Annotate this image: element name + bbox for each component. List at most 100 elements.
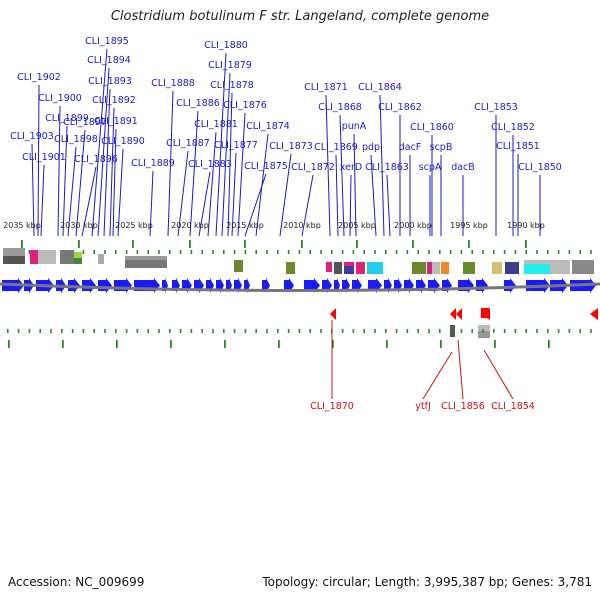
gene-label-cli-1874[interactable]: CLI_1874 (246, 121, 290, 132)
gene-label-ytfj[interactable]: ytfJ (415, 401, 431, 412)
forward-gene-labels: CLI_1903 CLI_1902 CLI_1901 CLI_1900 CLI_1899… (10, 36, 562, 237)
feature-block (367, 262, 383, 274)
gene-label-cli-1877[interactable]: CLI_1877 (214, 140, 258, 151)
gene-label-cli-1903[interactable]: CLI_1903 (10, 131, 54, 142)
gene-label-dacf[interactable]: dacF (399, 142, 422, 153)
minor-tick (320, 250, 322, 254)
forward-gene-arrow[interactable] (442, 278, 452, 293)
gene-label-pdp[interactable]: pdp (362, 142, 380, 153)
forward-gene-arrow[interactable] (504, 278, 516, 293)
minor-tick (287, 250, 290, 254)
feature-block (344, 262, 354, 274)
gene-label-cli-1870[interactable]: CLI_1870 (310, 401, 354, 412)
gene-label-cli-1890[interactable]: CLI_1890 (101, 136, 145, 147)
gene-label-cli-1860[interactable]: CLI_1860 (410, 122, 454, 133)
gene-label-cli-1898[interactable]: CLI_1898 (54, 134, 98, 145)
minor-tick (233, 250, 236, 254)
lower-major-tick (8, 340, 10, 348)
leader-line-cli-1899 (62, 125, 68, 237)
lower-tick-track (7, 329, 592, 348)
lower-minor-tick (17, 329, 20, 333)
gene-label-cli-1892[interactable]: CLI_1892 (92, 95, 136, 106)
topology-summary: Topology: circular; Length: 3,995,387 bp… (262, 575, 592, 589)
gene-label-cli-1863[interactable]: CLI_1863 (365, 162, 409, 173)
gene-label-cli-1869[interactable]: CLI_1869 (314, 142, 358, 153)
gene-label-cli-1862[interactable]: CLI_1862 (378, 102, 422, 113)
gene-label-cli-1875[interactable]: CLI_1875 (244, 161, 288, 172)
gene-label-cli-1856[interactable]: CLI_1856 (441, 401, 485, 412)
gene-label-scpa[interactable]: scpA (419, 162, 442, 173)
gene-label-scpb[interactable]: scpB (430, 142, 453, 153)
lower-minor-tick (525, 329, 527, 333)
feature-block (125, 256, 167, 260)
reverse-gene-arrow[interactable] (330, 308, 336, 320)
minor-tick (190, 250, 193, 254)
lower-major-tick (116, 340, 118, 348)
lower-minor-tick (568, 329, 571, 333)
reverse-gene-arrow[interactable] (481, 308, 489, 318)
lower-minor-tick (449, 329, 452, 333)
gene-label-cli-1887[interactable]: CLI_1887 (166, 138, 210, 149)
gene-label-cli-1868[interactable]: CLI_1868 (318, 102, 362, 113)
forward-gene-arrow[interactable] (82, 278, 96, 293)
gene-label-cli-1880[interactable]: CLI_1880 (204, 40, 248, 51)
gene-label-xerd[interactable]: xerD (340, 162, 362, 173)
lower-minor-tick (223, 329, 225, 333)
gene-label-cli-1901[interactable]: CLI_1901 (22, 152, 66, 163)
lower-minor-tick (82, 329, 85, 333)
gene-label-cli-1864[interactable]: CLI_1864 (358, 82, 402, 93)
gene-label-cli-1895[interactable]: CLI_1895 (85, 36, 129, 47)
forward-gene-arrow[interactable] (476, 278, 488, 293)
gene-label-cli-1896[interactable]: CLI_1896 (74, 154, 118, 165)
gene-label-cli-1902[interactable]: CLI_1902 (17, 72, 61, 83)
gene-label-cli-1888[interactable]: CLI_1888 (151, 78, 195, 89)
gene-label-cli-1900[interactable]: CLI_1900 (38, 93, 82, 104)
minor-tick (331, 250, 333, 254)
lower-minor-tick (93, 329, 95, 333)
gene-label-puna[interactable]: punA (342, 121, 367, 132)
lower-minor-tick (439, 329, 441, 333)
leader-line-cli-1879 (221, 72, 231, 237)
lower-minor-tick (233, 329, 236, 333)
lower-minor-tick (482, 329, 484, 333)
gene-label-cli-1891[interactable]: CLI_1891 (94, 116, 138, 127)
minor-tick (363, 250, 365, 254)
ruler-label: 1995 kbp (450, 221, 488, 230)
leader-line-cli-1869 (335, 154, 339, 237)
gene-label-cli-1878[interactable]: CLI_1878 (210, 80, 254, 91)
reverse-gene-arrow[interactable] (456, 308, 462, 320)
gene-label-cli-1899[interactable]: CLI_1899 (45, 113, 89, 124)
gene-label-cli-1852[interactable]: CLI_1852 (491, 122, 535, 133)
forward-gene-arrow[interactable] (162, 278, 168, 293)
accession-label: Accession: NC_009699 (8, 575, 145, 589)
reverse-gene-arrow[interactable] (450, 308, 456, 320)
gene-label-cli-1881[interactable]: CLI_1881 (194, 119, 238, 130)
forward-gene-arrow[interactable] (134, 278, 160, 293)
gene-label-cli-1872[interactable]: CLI_1872 (291, 162, 335, 173)
reverse-gene-arrow[interactable] (590, 308, 598, 320)
gene-label-cli-1883[interactable]: CLI_1883 (188, 159, 232, 170)
gene-label-cli-1886[interactable]: CLI_1886 (176, 98, 220, 109)
lower-minor-tick (39, 329, 41, 333)
major-tick (468, 240, 470, 248)
gene-label-cli-1879[interactable]: CLI_1879 (208, 60, 252, 71)
gene-label-cli-1893[interactable]: CLI_1893 (88, 76, 132, 87)
minor-tick (374, 250, 376, 254)
gene-label-cli-1871[interactable]: CLI_1871 (304, 82, 348, 93)
gene-label-cli-1851[interactable]: CLI_1851 (496, 141, 540, 152)
forward-gene-arrow[interactable] (98, 278, 112, 293)
gene-label-cli-1876[interactable]: CLI_1876 (223, 100, 267, 111)
gene-label-cli-1854[interactable]: CLI_1854 (491, 401, 535, 412)
forward-gene-arrow[interactable] (114, 278, 132, 293)
minor-tick (514, 250, 517, 254)
gene-label-cli-1889[interactable]: CLI_1889 (131, 158, 175, 169)
gene-label-cli-1894[interactable]: CLI_1894 (87, 55, 131, 66)
gene-label-cli-1850[interactable]: CLI_1850 (518, 162, 562, 173)
gene-label-dacb[interactable]: dacB (451, 162, 475, 173)
ruler-label: 2020 kbp (171, 221, 209, 230)
leader-line-cli-1895 (91, 48, 108, 237)
gene-label-cli-1853[interactable]: CLI_1853 (474, 102, 518, 113)
gene-label-cli-1897[interactable]: CLI_1897 (63, 117, 107, 128)
gene-label-cli-1873[interactable]: CLI_1873 (269, 141, 313, 152)
forward-gene-arrow[interactable] (458, 278, 474, 293)
